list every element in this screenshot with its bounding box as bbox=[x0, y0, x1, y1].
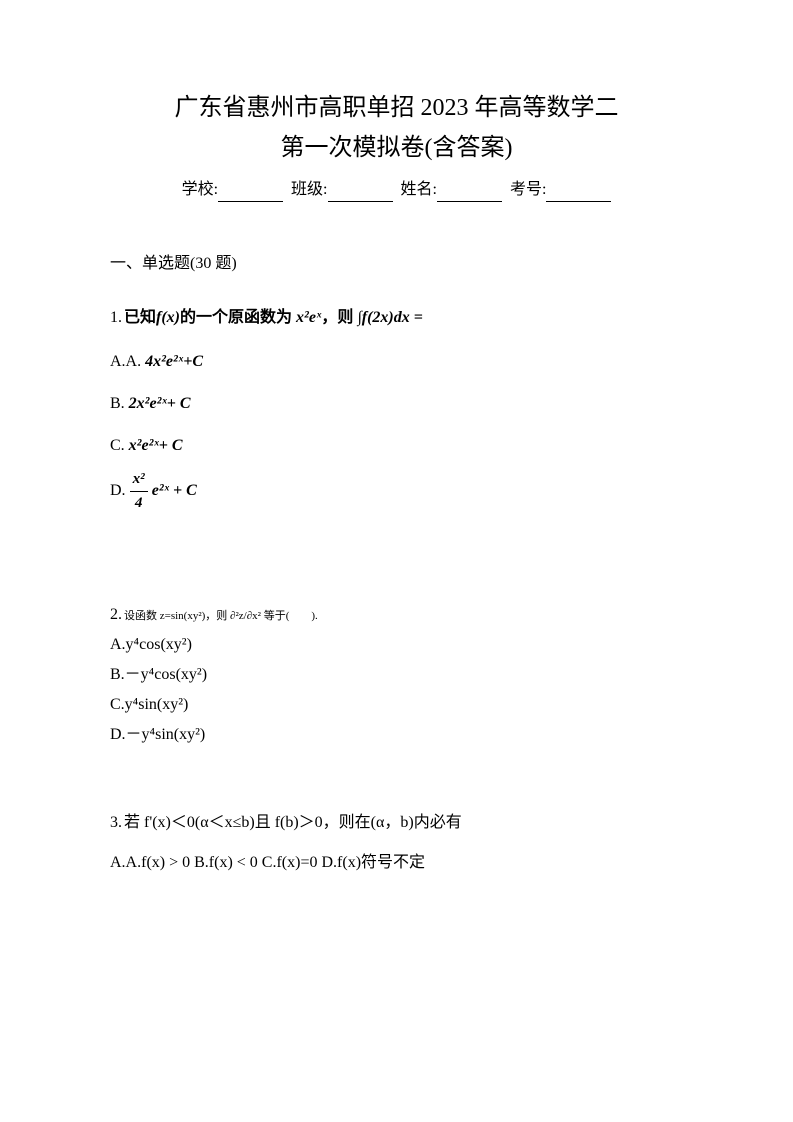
q1-number: 1. bbox=[110, 306, 122, 330]
section-title: 一、单选题(30 题) bbox=[110, 252, 683, 276]
q1-stem-after: ，则 bbox=[321, 309, 357, 326]
label-examno: 考号: bbox=[510, 181, 546, 198]
q1-optB-label: B. bbox=[110, 392, 125, 416]
q1-stem-integral: ∫f(2x)dx = bbox=[357, 309, 422, 326]
q1-optD-label: D. bbox=[110, 479, 126, 503]
q1-option-d[interactable]: D. x² 4 e²ˣ + C bbox=[110, 468, 683, 515]
label-name: 姓名: bbox=[401, 181, 437, 198]
q3-number: 3. bbox=[110, 814, 122, 831]
q1-optD-den: 4 bbox=[130, 492, 148, 515]
q1-option-c[interactable]: C. x²e²ˣ+ C bbox=[110, 434, 683, 458]
q1-optD-rest: e²ˣ + C bbox=[152, 482, 197, 499]
label-class: 班级: bbox=[291, 181, 327, 198]
q2-option-a[interactable]: A.y⁴cos(xy²) bbox=[110, 633, 683, 657]
exam-title-line2: 第一次模拟卷(含答案) bbox=[110, 130, 683, 166]
q1-option-b[interactable]: B. 2x²e²ˣ+ C bbox=[110, 392, 683, 416]
q1-option-a[interactable]: A.A. 4x²e²ˣ+C bbox=[110, 350, 683, 374]
blank-class[interactable] bbox=[328, 184, 393, 202]
q2-option-c[interactable]: C.y⁴sin(xy²) bbox=[110, 693, 683, 717]
label-school: 学校: bbox=[182, 181, 218, 198]
q1-optC-expr: x²e²ˣ+ C bbox=[129, 434, 183, 458]
q3-stem: 若 f'(x)＜0(α＜x≤b)且 f(b)＞0，则在(α，b)内必有 bbox=[124, 814, 462, 831]
q1-optC-label: C. bbox=[110, 434, 125, 458]
q3-options[interactable]: A.A.f(x) > 0 B.f(x) < 0 C.f(x)=0 D.f(x)符… bbox=[110, 851, 683, 875]
exam-title-line1: 广东省惠州市高职单招 2023 年高等数学二 bbox=[110, 90, 683, 126]
q2-stem: 设函数 z=sin(xy²)，则 ∂²z/∂x² 等于( ). bbox=[124, 608, 318, 625]
q1-optA-expr: 4x²e²ˣ+C bbox=[145, 350, 203, 374]
q2-option-b[interactable]: B.－y⁴cos(xy²) bbox=[110, 663, 683, 687]
q1-optB-expr: 2x²e²ˣ+ C bbox=[129, 392, 191, 416]
q1-optD-fraction: x² 4 bbox=[130, 468, 148, 515]
question-1: 1. 已知f(x)的一个原函数为 x²eˣ，则 ∫f(2x)dx = A.A. … bbox=[110, 306, 683, 515]
blank-name[interactable] bbox=[437, 184, 502, 202]
q1-stem-fx: f(x) bbox=[156, 309, 180, 326]
q1-stem-prefix: 已知 bbox=[124, 309, 156, 326]
q2-number: 2. bbox=[110, 603, 122, 627]
question-3: 3.若 f'(x)＜0(α＜x≤b)且 f(b)＞0，则在(α，b)内必有 A.… bbox=[110, 811, 683, 875]
q1-optD-num: x² bbox=[130, 468, 148, 492]
question-2: 2. 设函数 z=sin(xy²)，则 ∂²z/∂x² 等于( ). A.y⁴c… bbox=[110, 603, 683, 747]
blank-examno[interactable] bbox=[546, 184, 611, 202]
q1-stem-mid: 的一个原函数为 bbox=[180, 309, 296, 326]
student-info-line: 学校: 班级: 姓名: 考号: bbox=[110, 178, 683, 202]
blank-school[interactable] bbox=[218, 184, 283, 202]
q1-stem-orig: x²eˣ bbox=[296, 309, 321, 326]
q1-optA-label: A.A. bbox=[110, 350, 141, 374]
q2-option-d[interactable]: D.－y⁴sin(xy²) bbox=[110, 723, 683, 747]
